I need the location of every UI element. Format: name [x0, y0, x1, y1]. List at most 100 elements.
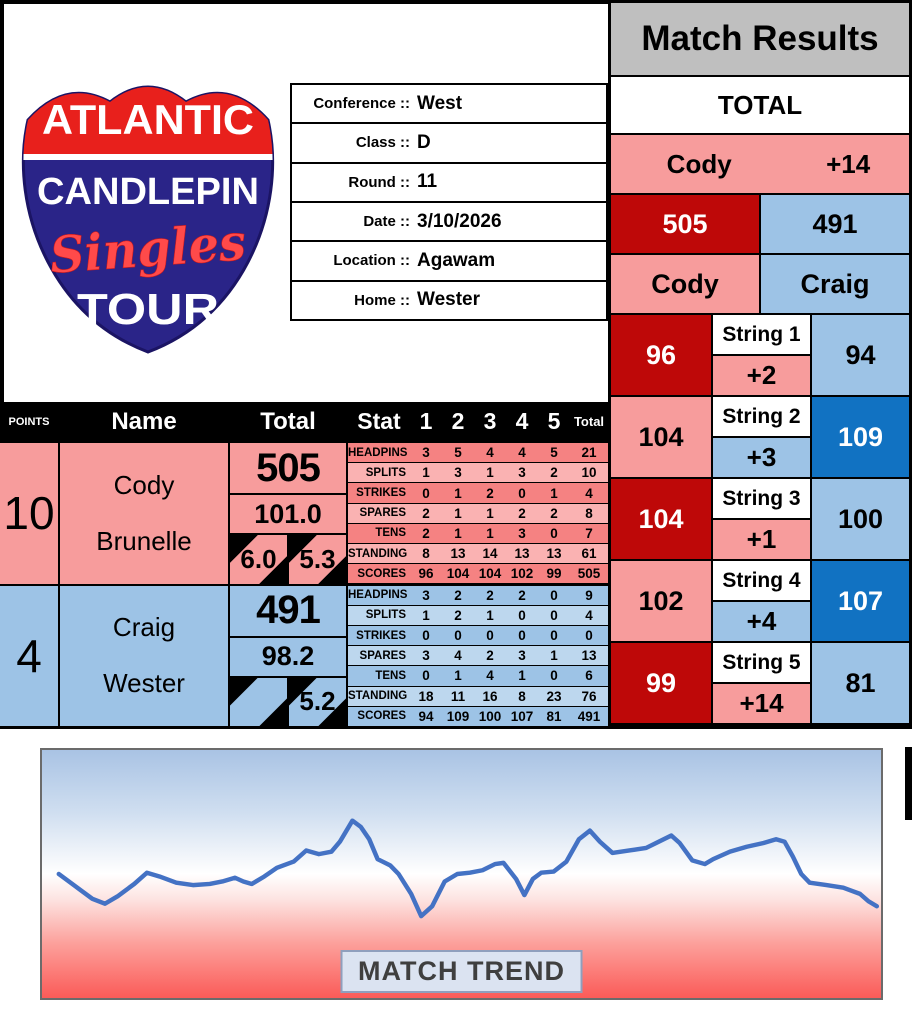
player-total-column: 491 98.2 5.2	[230, 585, 346, 726]
stat-row: STANDING 18 11 16 8 23 76	[348, 686, 608, 706]
sheet-top-border	[0, 0, 912, 4]
stat-game-4: 0	[518, 607, 526, 623]
stat-game-5: 23	[546, 688, 562, 704]
leader-margin: +14	[826, 148, 871, 179]
string-middle: String 5 +14	[713, 643, 810, 723]
string-away-score: 94	[812, 315, 909, 395]
string-middle: String 1 +2	[713, 315, 810, 395]
stat-game-4: 4	[518, 445, 526, 461]
stat-game-3: 2	[486, 587, 494, 603]
points-value: 4	[0, 585, 58, 726]
mini-stat-right: 5.3	[289, 535, 346, 584]
player-average: 98.2	[230, 637, 346, 676]
stat-label: STANDING	[348, 547, 408, 560]
match-info-row: Round :: 11	[292, 163, 606, 201]
stat-label: SPLITS	[365, 466, 406, 479]
player-last-name: Brunelle	[96, 525, 192, 556]
home-player-name: Cody	[611, 255, 759, 313]
right-edge-bar	[905, 747, 912, 820]
stat-game-3: 1	[486, 465, 494, 481]
stat-row: SPLITS 1 2 1 0 0 4	[348, 605, 608, 625]
stat-total: 61	[581, 546, 597, 562]
stat-label: HEADPINS	[348, 589, 408, 602]
stat-game-5: 99	[546, 566, 562, 582]
stat-game-2: 0	[454, 628, 462, 644]
match-info-row: Home :: Wester	[292, 281, 606, 319]
string-middle: String 4 +4	[713, 561, 810, 641]
string-label: String 3	[713, 479, 810, 518]
header-game-total: Total	[573, 414, 605, 429]
player-grand-total: 491	[230, 585, 346, 636]
match-info-row: Date :: 3/10/2026	[292, 202, 606, 241]
string-label: String 4	[713, 561, 810, 600]
logo-line4: TOUR	[77, 285, 219, 334]
string-middle: String 3 +1	[713, 479, 810, 559]
stat-game-5: 0	[550, 587, 558, 603]
string-diff: +1	[713, 520, 810, 559]
stat-label: TENS	[375, 669, 406, 682]
stat-game-4: 2	[518, 505, 526, 521]
sheet-left-border	[0, 0, 4, 729]
stat-total: 0	[585, 628, 593, 644]
stat-label: TENS	[375, 527, 406, 540]
score-table-header: POINTS Name Total Stat 1 2 3 4 5 Total	[0, 402, 608, 441]
header-total: Total	[260, 407, 316, 435]
player-mini-stats: 5.2	[230, 677, 346, 726]
stat-total: 505	[577, 566, 601, 582]
match-info-label: Home ::	[354, 291, 410, 309]
leader-name: Cody	[666, 148, 732, 179]
stat-total: 4	[585, 485, 593, 501]
match-info-value: 3/10/2026	[417, 210, 502, 232]
stat-game-3: 0	[486, 628, 494, 644]
stat-game-3: 2	[486, 648, 494, 664]
header-game-2: 2	[451, 408, 465, 434]
header-game-5: 5	[547, 408, 561, 434]
results-panel: Match Results TOTAL Cody +14 505 491 Cod…	[608, 0, 912, 729]
player-name-cell: Cody Brunelle	[60, 443, 228, 584]
string-diff: +4	[713, 602, 810, 641]
stat-game-1: 0	[422, 668, 430, 684]
stat-game-5: 13	[546, 546, 562, 562]
stat-game-2: 1	[454, 525, 462, 541]
stat-total: 491	[577, 708, 601, 724]
stat-game-5: 81	[546, 708, 562, 724]
stat-row: HEADPINS 3 2 2 2 0 9	[348, 585, 608, 605]
stat-game-5: 5	[550, 445, 558, 461]
match-trend-chart: MATCH TREND	[40, 748, 883, 1000]
string-away-score: 107	[812, 561, 909, 641]
header-stat: Stat	[357, 408, 401, 434]
match-info-value: D	[417, 131, 431, 153]
stat-game-4: 0	[518, 485, 526, 501]
stat-game-4: 1	[518, 668, 526, 684]
player-name-cell: Craig Wester	[60, 585, 228, 726]
match-info-table: Conference :: West Class :: D Round :: 1…	[290, 83, 608, 321]
match-info-value: Agawam	[417, 249, 496, 271]
tour-shield-icon: ATLANTIC CANDLEPIN Singles TOUR	[21, 85, 275, 354]
stat-label: HEADPINS	[348, 446, 408, 459]
stat-game-5: 0	[550, 525, 558, 541]
stat-game-1: 18	[418, 688, 434, 704]
stat-total: 9	[585, 587, 593, 603]
logo-line1: ATLANTIC	[42, 96, 254, 143]
logo-line2: CANDLEPIN	[37, 171, 259, 213]
stat-game-3: 2	[486, 485, 494, 501]
stat-game-1: 0	[422, 485, 430, 501]
stat-game-2: 1	[454, 505, 462, 521]
player-names-row: Cody Craig	[611, 255, 909, 313]
score-table: POINTS Name Total Stat 1 2 3 4 5 Total 1…	[0, 402, 608, 729]
logo-line3: Singles	[48, 212, 248, 285]
string-row: 99 String 5 +14 81	[611, 643, 909, 723]
stat-label: STRIKES	[356, 487, 406, 500]
away-total-score: 491	[761, 195, 909, 253]
stat-game-4: 3	[518, 465, 526, 481]
stat-game-2: 4	[454, 648, 462, 664]
stat-game-1: 2	[422, 505, 430, 521]
stat-game-1: 3	[422, 648, 430, 664]
trend-chart-canvas	[56, 818, 880, 919]
stat-game-2: 3	[454, 465, 462, 481]
stat-row: STANDING 8 13 14 13 13 61	[348, 544, 608, 564]
stat-game-2: 109	[446, 708, 470, 724]
string-label: String 5	[713, 643, 810, 682]
stat-label: STRIKES	[356, 629, 406, 642]
player-first-name: Cody	[113, 469, 175, 500]
